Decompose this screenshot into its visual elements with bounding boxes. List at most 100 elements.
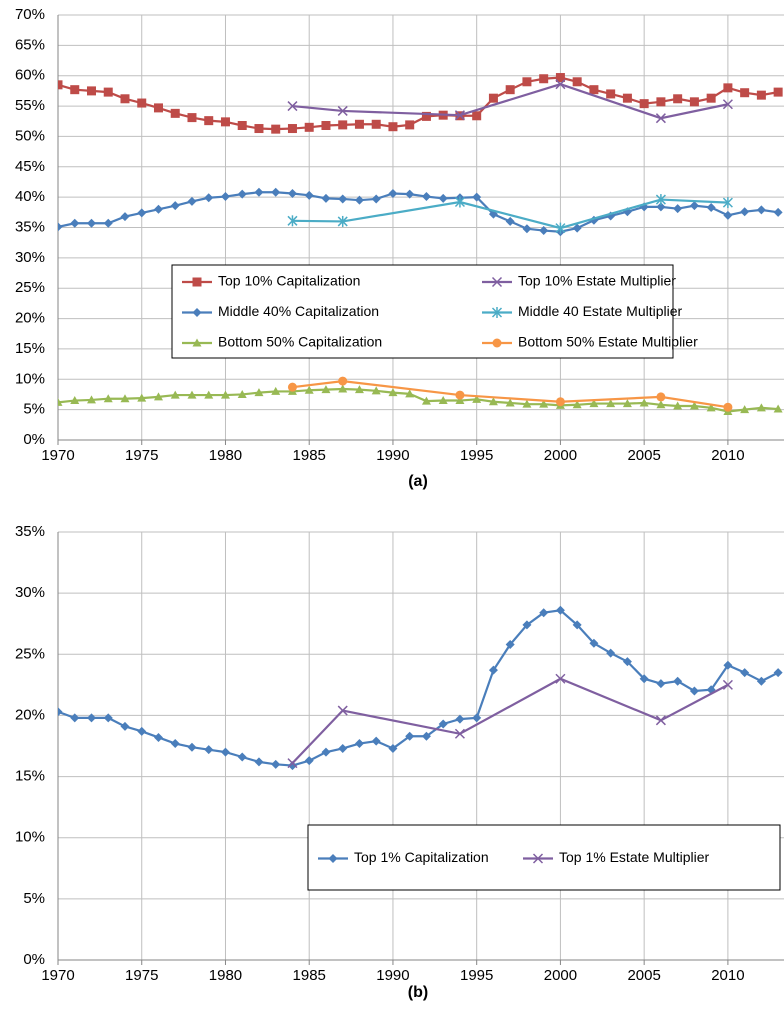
marker <box>271 187 281 197</box>
x-tick-label: 1970 <box>41 447 74 464</box>
marker-stroke <box>287 758 298 769</box>
marker <box>153 392 163 401</box>
marker <box>70 218 80 228</box>
marker-stroke <box>287 101 298 112</box>
marker <box>304 190 314 200</box>
marker <box>137 393 147 402</box>
marker <box>656 97 666 107</box>
series-line <box>292 198 728 230</box>
marker-stroke <box>655 715 666 726</box>
marker <box>187 742 197 752</box>
marker <box>70 85 80 95</box>
marker <box>170 739 180 749</box>
marker-stroke <box>454 110 465 121</box>
marker-stroke <box>722 99 733 110</box>
y-tick-label: 35% <box>15 523 45 540</box>
marker <box>488 93 498 103</box>
marker <box>722 197 733 209</box>
marker <box>539 399 549 408</box>
marker <box>153 103 163 113</box>
legend-label: Top 10% Estate Multiplier <box>518 273 676 289</box>
marker <box>137 208 147 218</box>
marker <box>187 390 197 399</box>
y-tick-label: 10% <box>15 829 45 846</box>
marker <box>555 397 565 407</box>
legend-label: Middle 40 Estate Multiplier <box>518 303 683 319</box>
marker <box>388 122 398 132</box>
marker <box>405 120 415 130</box>
marker <box>187 196 197 206</box>
marker <box>354 195 364 205</box>
marker <box>488 665 498 675</box>
marker <box>472 713 482 723</box>
x-tick-label: 1975 <box>125 967 158 984</box>
x-axis-caption: (b) <box>408 984 428 1001</box>
y-tick-label: 30% <box>15 249 45 266</box>
marker <box>405 189 415 199</box>
marker <box>606 399 616 408</box>
plot-area <box>58 605 783 771</box>
marker <box>58 222 63 232</box>
marker-stroke <box>655 113 666 124</box>
marker <box>438 396 448 405</box>
marker <box>338 743 348 753</box>
marker <box>622 657 632 667</box>
marker <box>338 120 348 130</box>
marker <box>723 210 733 220</box>
marker <box>589 638 599 648</box>
series-line <box>291 677 729 764</box>
x-tick-label: 2005 <box>627 447 660 464</box>
marker <box>522 77 532 87</box>
legend-label: Top 10% Capitalization <box>218 273 360 289</box>
legend-label: Bottom 50% Capitalization <box>218 334 382 350</box>
marker <box>555 73 565 83</box>
marker <box>254 757 264 767</box>
marker <box>421 111 431 121</box>
marker <box>606 89 616 99</box>
marker <box>555 673 566 684</box>
y-tick-label: 25% <box>15 645 45 662</box>
marker <box>505 85 515 95</box>
marker-stroke <box>337 105 348 116</box>
marker <box>454 110 465 121</box>
marker <box>70 713 80 723</box>
marker <box>622 399 632 408</box>
x-tick-label: 1970 <box>41 967 74 984</box>
marker <box>192 308 202 317</box>
marker <box>371 194 381 204</box>
marker <box>656 679 666 689</box>
marker <box>371 386 381 395</box>
marker <box>86 218 96 228</box>
marker <box>220 390 230 399</box>
y-tick-label: 15% <box>15 768 45 785</box>
marker <box>388 743 398 753</box>
marker <box>655 113 666 124</box>
marker <box>589 85 599 95</box>
legend-label: Bottom 50% Estate Multiplier <box>518 334 698 350</box>
marker <box>706 202 716 212</box>
marker <box>321 121 331 130</box>
x-tick-label: 2000 <box>544 447 577 464</box>
marker <box>505 640 515 650</box>
marker <box>405 731 415 741</box>
marker <box>689 201 699 211</box>
marker <box>472 192 482 202</box>
marker <box>254 388 264 397</box>
marker <box>103 394 113 403</box>
marker <box>539 226 549 236</box>
series-line <box>58 191 779 233</box>
marker <box>287 215 298 227</box>
legend: Top 10% Capitalization Top 10% Estate Mul… <box>171 264 698 359</box>
marker <box>371 736 381 746</box>
marker <box>472 394 482 403</box>
marker-stroke <box>454 728 465 739</box>
marker <box>338 194 348 204</box>
marker <box>740 207 750 217</box>
marker <box>572 77 582 87</box>
marker <box>522 620 532 630</box>
marker <box>237 389 247 398</box>
marker <box>137 98 147 108</box>
marker <box>723 660 733 670</box>
marker <box>689 97 699 107</box>
marker <box>220 117 230 127</box>
